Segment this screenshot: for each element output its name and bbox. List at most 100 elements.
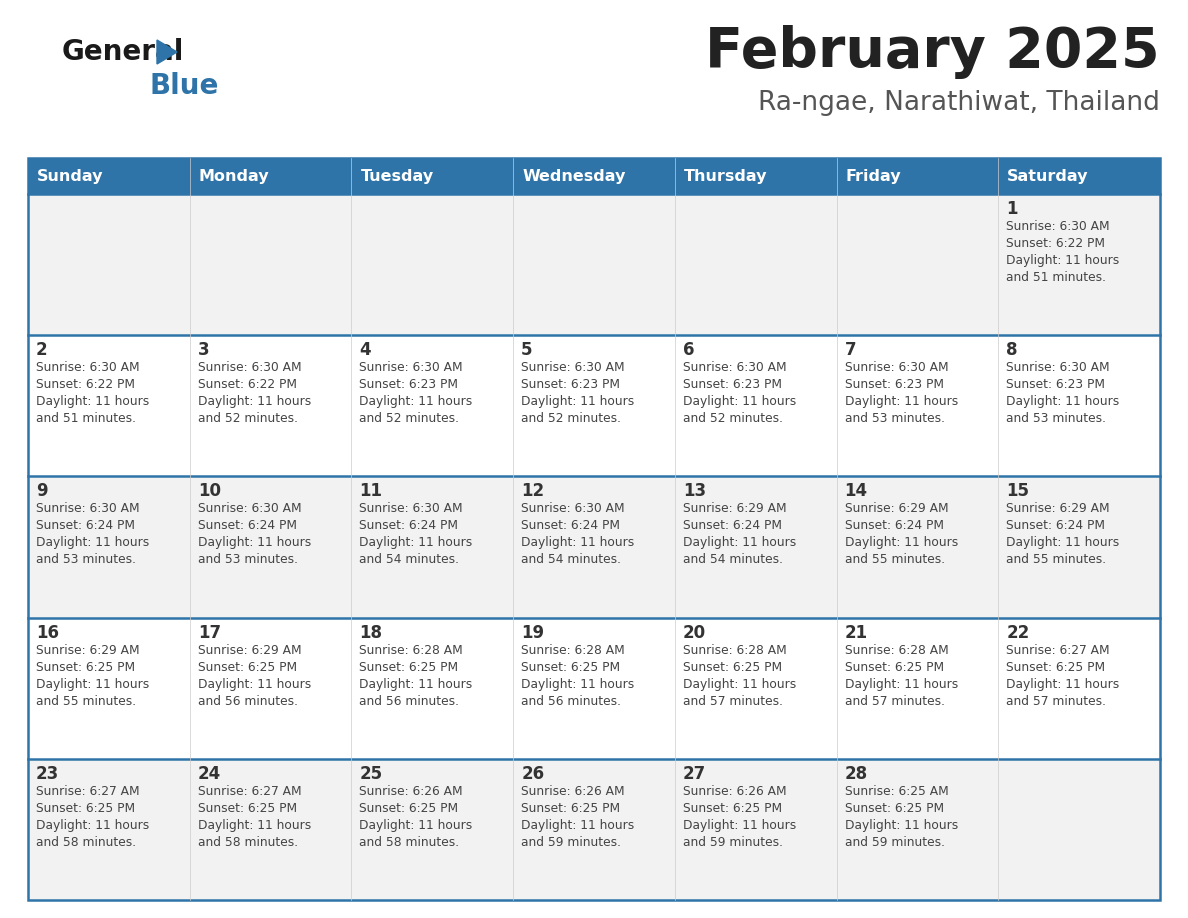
Text: Sunrise: 6:30 AM: Sunrise: 6:30 AM: [522, 502, 625, 515]
Text: Sunrise: 6:28 AM: Sunrise: 6:28 AM: [683, 644, 786, 656]
Text: and 59 minutes.: and 59 minutes.: [683, 835, 783, 849]
Text: Tuesday: Tuesday: [360, 169, 434, 184]
Text: Sunrise: 6:26 AM: Sunrise: 6:26 AM: [522, 785, 625, 798]
Text: and 58 minutes.: and 58 minutes.: [360, 835, 460, 849]
Text: 18: 18: [360, 623, 383, 642]
Text: Sunset: 6:25 PM: Sunset: 6:25 PM: [36, 801, 135, 815]
Text: Sunrise: 6:28 AM: Sunrise: 6:28 AM: [522, 644, 625, 656]
Bar: [29, 759, 190, 900]
Text: Sunrise: 6:27 AM: Sunrise: 6:27 AM: [36, 785, 140, 798]
Bar: [29, 158, 190, 194]
Text: Daylight: 11 hours: Daylight: 11 hours: [683, 536, 796, 549]
Text: Sunset: 6:25 PM: Sunset: 6:25 PM: [360, 801, 459, 815]
Text: 11: 11: [360, 482, 383, 500]
Text: 14: 14: [845, 482, 867, 500]
Polygon shape: [157, 40, 177, 64]
Text: and 52 minutes.: and 52 minutes.: [360, 412, 460, 425]
Text: Daylight: 11 hours: Daylight: 11 hours: [197, 536, 311, 549]
Text: Daylight: 11 hours: Daylight: 11 hours: [360, 396, 473, 409]
Bar: [29, 476, 190, 618]
Bar: [190, 194, 352, 335]
Text: 16: 16: [36, 623, 59, 642]
Text: and 54 minutes.: and 54 minutes.: [522, 554, 621, 566]
Bar: [352, 476, 513, 618]
Text: Sunrise: 6:28 AM: Sunrise: 6:28 AM: [360, 644, 463, 656]
Text: 23: 23: [36, 765, 59, 783]
Bar: [29, 618, 190, 759]
Bar: [675, 618, 836, 759]
Bar: [513, 476, 675, 618]
Text: and 52 minutes.: and 52 minutes.: [197, 412, 298, 425]
Bar: [352, 618, 513, 759]
Text: Sunday: Sunday: [37, 169, 103, 184]
Text: Ra-ngae, Narathiwat, Thailand: Ra-ngae, Narathiwat, Thailand: [758, 90, 1159, 116]
Text: and 54 minutes.: and 54 minutes.: [360, 554, 460, 566]
Text: Sunset: 6:23 PM: Sunset: 6:23 PM: [360, 378, 459, 391]
Text: Sunrise: 6:25 AM: Sunrise: 6:25 AM: [845, 785, 948, 798]
Bar: [998, 194, 1159, 335]
Text: Sunset: 6:24 PM: Sunset: 6:24 PM: [197, 520, 297, 532]
Bar: [998, 335, 1159, 476]
Bar: [513, 618, 675, 759]
Text: 26: 26: [522, 765, 544, 783]
Text: Sunrise: 6:30 AM: Sunrise: 6:30 AM: [522, 361, 625, 375]
Text: 19: 19: [522, 623, 544, 642]
Text: Daylight: 11 hours: Daylight: 11 hours: [197, 677, 311, 690]
Text: Sunrise: 6:30 AM: Sunrise: 6:30 AM: [36, 502, 140, 515]
Text: Sunrise: 6:30 AM: Sunrise: 6:30 AM: [845, 361, 948, 375]
Text: and 57 minutes.: and 57 minutes.: [1006, 695, 1106, 708]
Text: and 53 minutes.: and 53 minutes.: [845, 412, 944, 425]
Text: Sunrise: 6:30 AM: Sunrise: 6:30 AM: [683, 361, 786, 375]
Text: 1: 1: [1006, 200, 1018, 218]
Text: Blue: Blue: [148, 72, 219, 100]
Text: 24: 24: [197, 765, 221, 783]
Text: Daylight: 11 hours: Daylight: 11 hours: [360, 536, 473, 549]
Text: Daylight: 11 hours: Daylight: 11 hours: [1006, 536, 1119, 549]
Text: Sunset: 6:23 PM: Sunset: 6:23 PM: [845, 378, 943, 391]
Text: Sunrise: 6:27 AM: Sunrise: 6:27 AM: [1006, 644, 1110, 656]
Text: and 59 minutes.: and 59 minutes.: [522, 835, 621, 849]
Text: Friday: Friday: [846, 169, 902, 184]
Text: and 56 minutes.: and 56 minutes.: [360, 695, 460, 708]
Text: Wednesday: Wednesday: [523, 169, 626, 184]
Text: and 52 minutes.: and 52 minutes.: [683, 412, 783, 425]
Text: 9: 9: [36, 482, 48, 500]
Bar: [29, 335, 190, 476]
Text: and 52 minutes.: and 52 minutes.: [522, 412, 621, 425]
Text: and 57 minutes.: and 57 minutes.: [683, 695, 783, 708]
Text: Daylight: 11 hours: Daylight: 11 hours: [360, 819, 473, 832]
Bar: [513, 194, 675, 335]
Text: Daylight: 11 hours: Daylight: 11 hours: [1006, 254, 1119, 267]
Text: Sunset: 6:25 PM: Sunset: 6:25 PM: [522, 661, 620, 674]
Text: 15: 15: [1006, 482, 1029, 500]
Text: Sunrise: 6:29 AM: Sunrise: 6:29 AM: [36, 644, 140, 656]
Bar: [352, 158, 513, 194]
Bar: [836, 194, 998, 335]
Text: 21: 21: [845, 623, 867, 642]
Text: Sunset: 6:22 PM: Sunset: 6:22 PM: [36, 378, 135, 391]
Text: Sunset: 6:25 PM: Sunset: 6:25 PM: [36, 661, 135, 674]
Text: Daylight: 11 hours: Daylight: 11 hours: [360, 677, 473, 690]
Text: Sunrise: 6:29 AM: Sunrise: 6:29 AM: [197, 644, 302, 656]
Bar: [675, 335, 836, 476]
Text: Sunset: 6:25 PM: Sunset: 6:25 PM: [683, 661, 782, 674]
Text: Sunset: 6:23 PM: Sunset: 6:23 PM: [1006, 378, 1105, 391]
Bar: [513, 158, 675, 194]
Bar: [836, 759, 998, 900]
Text: and 59 minutes.: and 59 minutes.: [845, 835, 944, 849]
Text: Monday: Monday: [198, 169, 270, 184]
Text: Sunrise: 6:30 AM: Sunrise: 6:30 AM: [197, 502, 302, 515]
Text: Daylight: 11 hours: Daylight: 11 hours: [522, 396, 634, 409]
Text: 27: 27: [683, 765, 706, 783]
Text: Sunset: 6:25 PM: Sunset: 6:25 PM: [845, 661, 943, 674]
Text: Daylight: 11 hours: Daylight: 11 hours: [1006, 677, 1119, 690]
Bar: [29, 194, 190, 335]
Text: 12: 12: [522, 482, 544, 500]
Text: 6: 6: [683, 341, 694, 359]
Text: Sunset: 6:22 PM: Sunset: 6:22 PM: [197, 378, 297, 391]
Bar: [836, 158, 998, 194]
Text: Sunrise: 6:30 AM: Sunrise: 6:30 AM: [1006, 220, 1110, 233]
Text: Daylight: 11 hours: Daylight: 11 hours: [36, 677, 150, 690]
Text: and 55 minutes.: and 55 minutes.: [845, 554, 944, 566]
Bar: [352, 759, 513, 900]
